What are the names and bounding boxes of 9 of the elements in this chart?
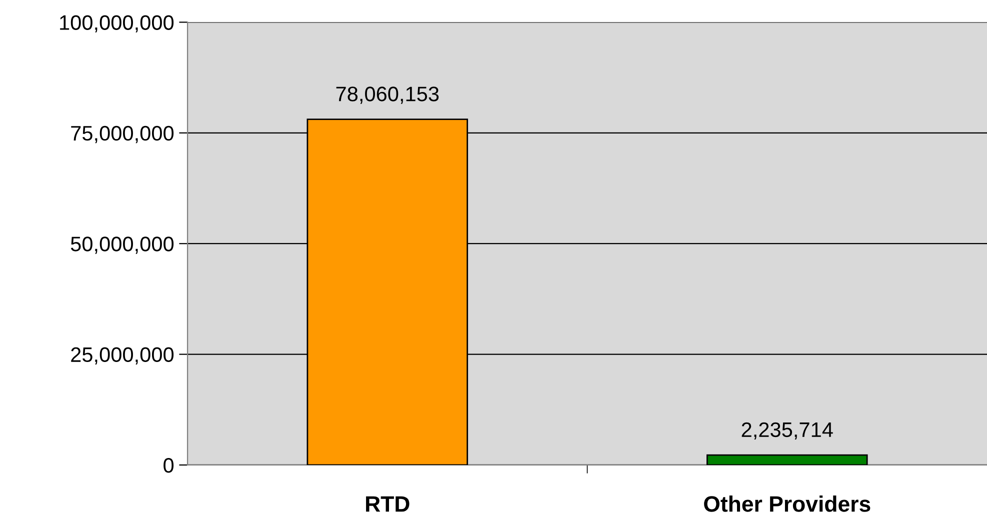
- y-tick-label: 50,000,000: [70, 236, 174, 254]
- y-tick-label: 0: [164, 458, 174, 473]
- data-label: 78,060,153: [336, 86, 439, 104]
- x-tick-label: Other Providers: [704, 496, 870, 512]
- y-tick-label: 25,000,000: [71, 347, 174, 365]
- x-tick-label: RTD: [366, 496, 410, 512]
- y-tick-label: 100,000,000: [60, 15, 174, 32]
- y-tick-label: 75,000,000: [71, 126, 174, 144]
- data-label: 2,235,714: [742, 422, 833, 440]
